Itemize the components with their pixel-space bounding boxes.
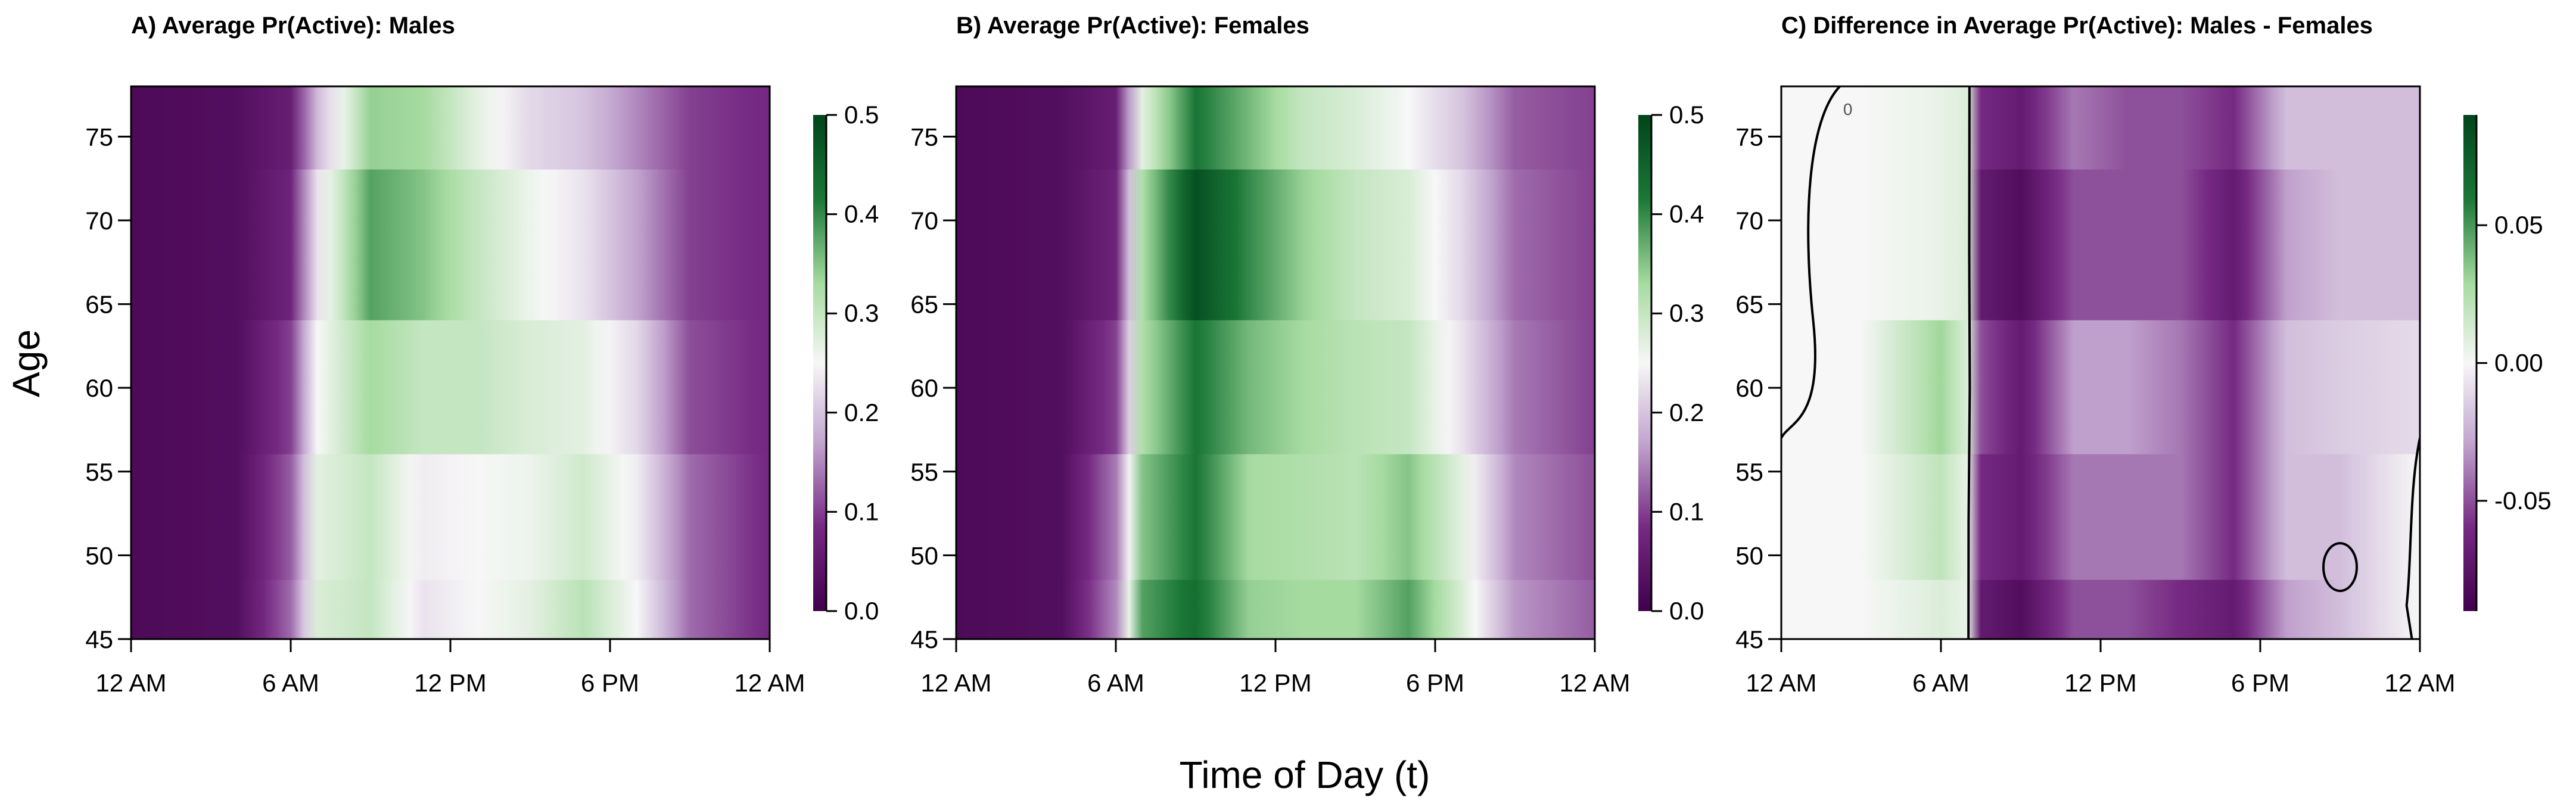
x-axis-label: Time of Day (t) <box>1180 753 1430 796</box>
y-tick-label: 45 <box>1735 625 1763 653</box>
y-tick-label: 55 <box>910 458 938 486</box>
colorbar-tick-label: 0.0 <box>844 597 879 625</box>
heatmap-band <box>956 454 1595 581</box>
zero-contour-left <box>1781 86 1841 439</box>
colorbar-tick-label: 0.5 <box>1669 101 1704 129</box>
heatmap-band <box>956 86 1595 171</box>
colorbar-tick-label: 0.00 <box>2494 349 2543 377</box>
colorbar-tick-label: 0.0 <box>1669 597 1704 625</box>
heatmap-surface <box>131 86 770 639</box>
x-tick-label: 12 AM <box>920 669 991 697</box>
y-tick-label: 70 <box>85 207 113 235</box>
x-tick-label: 6 PM <box>1406 669 1464 697</box>
heatmap-band <box>131 169 770 322</box>
y-tick-label: 55 <box>1735 458 1763 486</box>
heatmap-band <box>1781 580 2420 639</box>
x-tick-label: 12 AM <box>1746 669 1816 697</box>
x-tick-label: 6 PM <box>2231 669 2289 697</box>
y-tick-label: 55 <box>85 458 113 486</box>
heatmap-band <box>1781 320 2420 456</box>
colorbar-tick-label: 0.5 <box>844 101 879 129</box>
panel-a-title: A) Average Pr(Active): Males <box>131 13 455 39</box>
y-tick-label: 60 <box>1735 374 1763 402</box>
colorbar-tick-label: 0.05 <box>2494 211 2543 239</box>
x-tick-label: 12 AM <box>1559 669 1630 697</box>
heatmap-band <box>1781 86 2420 171</box>
y-tick-label: 50 <box>85 541 113 569</box>
contour-label: 0 <box>1843 100 1853 119</box>
y-tick-label: 60 <box>85 374 113 402</box>
x-tick-label: 12 AM <box>2384 669 2455 697</box>
x-tick-label: 12 PM <box>414 669 486 697</box>
y-tick-label: 75 <box>85 123 113 151</box>
heatmap-band <box>1781 169 2420 322</box>
y-tick-label: 75 <box>910 123 938 151</box>
colorbar <box>2463 115 2477 611</box>
y-tick-label: 70 <box>1735 207 1763 235</box>
x-tick-label: 6 PM <box>581 669 639 697</box>
x-tick-label: 12 AM <box>95 669 166 697</box>
y-tick-label: 65 <box>910 291 938 319</box>
y-axis-label: Age <box>5 329 48 397</box>
y-tick-label: 65 <box>1735 291 1763 319</box>
x-tick-label: 12 AM <box>734 669 805 697</box>
x-tick-label: 12 PM <box>2064 669 2136 697</box>
colorbar-tick-label: 0.1 <box>1669 497 1704 525</box>
colorbar <box>813 115 826 611</box>
y-tick-label: 70 <box>910 207 938 235</box>
y-tick-label: 50 <box>1735 541 1763 569</box>
x-tick-label: 12 PM <box>1239 669 1311 697</box>
colorbar-tick-label: 0.1 <box>844 497 879 525</box>
heatmap-band <box>956 320 1595 456</box>
panel-a-heatmap: 12 AM 6 AM 12 PM 6 PM 12 AM 45 50 55 60 65 70 75 0.0… <box>85 85 879 697</box>
panel-b-title: B) Average Pr(Active): Females <box>956 13 1309 39</box>
panel-c-heatmap: 0 12 AM 6 AM 12 PM 6 PM 12 AM 45 50 55 60 65 70 75 -0… <box>1735 85 2552 697</box>
panel-c-title: C) Difference in Average Pr(Active): Mal… <box>1781 13 2373 39</box>
heatmap-surface: 0 <box>1781 86 2420 639</box>
heatmap-band <box>956 580 1595 639</box>
panel-b-heatmap: 12 AM 6 AM 12 PM 6 PM 12 AM 45 50 55 60 65 70 75 0.0… <box>910 85 1704 697</box>
colorbar-tick-label: 0.2 <box>1669 398 1704 426</box>
y-tick-label: 65 <box>85 291 113 319</box>
colorbar-tick-label: 0.2 <box>844 398 879 426</box>
heatmap-band <box>1781 454 2420 581</box>
heatmap-band <box>956 169 1595 322</box>
zero-contour-right <box>2405 438 2420 639</box>
y-tick-label: 45 <box>85 625 113 653</box>
colorbar-tick-label: 0.3 <box>844 299 879 327</box>
y-tick-label: 60 <box>910 374 938 402</box>
zero-contour-line <box>1967 86 1971 639</box>
x-tick-label: 6 AM <box>1087 669 1144 697</box>
colorbar-tick-label: -0.05 <box>2494 487 2552 515</box>
colorbar-tick-label: 0.4 <box>844 200 879 228</box>
x-tick-label: 6 AM <box>262 669 319 697</box>
heatmap-band <box>131 580 770 639</box>
y-tick-label: 45 <box>910 625 938 653</box>
zero-contour-loop <box>2322 542 2358 593</box>
y-tick-label: 75 <box>1735 123 1763 151</box>
heatmap-band <box>131 86 770 171</box>
heatmap-band <box>131 454 770 581</box>
colorbar <box>1638 115 1651 611</box>
y-tick-label: 50 <box>910 541 938 569</box>
colorbar-tick-label: 0.4 <box>1669 200 1704 228</box>
colorbar-tick-label: 0.3 <box>1669 299 1704 327</box>
heatmap-surface <box>956 86 1595 639</box>
x-tick-label: 6 AM <box>1912 669 1970 697</box>
heatmap-band <box>131 320 770 456</box>
